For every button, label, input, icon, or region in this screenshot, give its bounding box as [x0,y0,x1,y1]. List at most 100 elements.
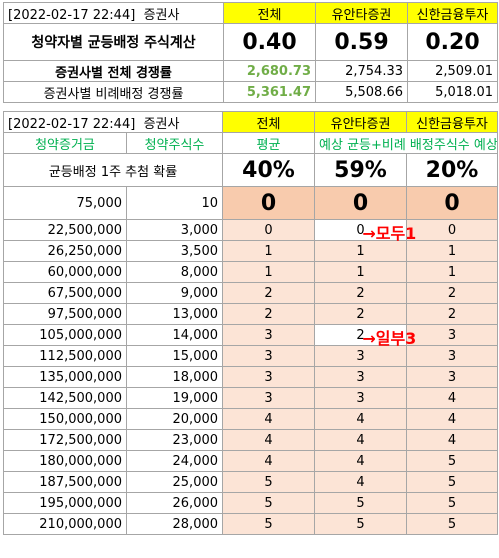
shares-cell: 26,000 [125,492,224,514]
value-shinhan: 1 [406,240,499,262]
shares-cell: 25,000 [125,471,224,493]
value-shinhan: 4 [406,408,499,430]
amount-cell: 135,000,000 [3,366,127,388]
value-yuanta: 0 [356,222,365,238]
allocation-table: [2022-02-17 22:44] 증권사 전체 유안타증권 신한금융투자 청… [2,111,499,535]
amount-cell: 67,500,000 [3,282,127,304]
summary-row-allocation: 청약자별 균등배정 주식계산 0.40 0.59 0.20 [3,23,498,61]
shares-cell: 19,000 [125,387,224,409]
table-row: 60,000,000 8,000 1 1 1 [3,261,499,283]
value-all: 4 [222,408,316,430]
amount-cell: 195,000,000 [3,492,127,514]
value-shinhan: 5 [406,450,499,472]
shares-cell: 3,500 [125,240,224,262]
amount-cell: 26,250,000 [3,240,127,262]
value-all: 2,680.73 [223,60,316,82]
table-row: 180,000,000 24,000 4 4 5 [3,450,499,472]
allocation-header-row: [2022-02-17 22:44] 증권사 전체 유안타증권 신한금융투자 [2,111,499,133]
header-datetime: [2022-02-17 22:44] [8,7,136,23]
value-yuanta-cell: 2 →일부3 [314,324,416,348]
value-shinhan: 3 [406,345,499,367]
col-yuanta-header: 유안타증권 [314,111,408,133]
value-all: 4 [222,429,316,451]
table-row: 172,500,000 23,000 4 4 4 [3,429,499,451]
amount-header: 청약증거금 [3,132,127,154]
amount-cell: 22,500,000 [3,219,127,241]
col-shinhan-header: 신한금융투자 [406,111,499,133]
col-all-header: 전체 [222,111,316,133]
value-shinhan: 0 [406,219,499,241]
value-shinhan: 2 [406,282,499,304]
amount-cell: 60,000,000 [3,261,127,283]
amount-cell: 187,500,000 [3,471,127,493]
avg-header: 평균 [222,132,316,154]
prob-all: 40% [222,153,316,187]
value-all: 5,361.47 [223,81,316,103]
value-yuanta: 3 [314,345,408,367]
header-datetime: [2022-02-17 22:44] [8,116,136,132]
shares-cell: 18,000 [125,366,224,388]
shares-cell: 20,000 [125,408,224,430]
value-shinhan: 5,018.01 [407,81,498,103]
value-shinhan: 3 [406,324,499,346]
value-all: 1 [222,261,316,283]
value-all: 0.40 [223,23,316,61]
value-all: 0 [222,219,316,241]
shares-cell: 9,000 [125,282,224,304]
probability-row: 균등배정 1주 추첨 확률 40% 59% 20% [2,153,499,187]
value-shinhan: 5 [406,513,499,535]
value-yuanta: 4 [314,471,408,493]
shares-cell: 15,000 [125,345,224,367]
value-all: 3 [222,324,316,346]
value-all: 3 [222,387,316,409]
value-yuanta: 0.59 [315,23,408,61]
amount-cell: 75,000 [3,186,127,220]
value-yuanta-cell: 0 →모두1 [314,219,416,243]
summary-row-competition: 증권사별 전체 경쟁률 2,680.73 2,754.33 2,509.01 [3,60,498,82]
amount-cell: 180,000,000 [3,450,127,472]
table-row: 75,000 10 0 0 0 [3,186,499,220]
value-yuanta: 4 [314,450,408,472]
value-all: 2 [222,303,316,325]
allocation-subheader-row: 청약증거금 청약주식수 평균 예상 균등+비례 배정주식수 예상 [3,132,499,154]
value-shinhan: 3 [406,366,499,388]
shares-cell: 14,000 [125,324,224,346]
value-shinhan: 0 [406,186,499,220]
value-yuanta: 5 [314,492,408,514]
amount-cell: 150,000,000 [3,408,127,430]
amount-cell: 97,500,000 [3,303,127,325]
value-all: 1 [222,240,316,262]
value-all: 5 [222,492,316,514]
annotation-all: →모두1 [362,224,417,243]
table-row: 195,000,000 26,000 5 5 5 [3,492,499,514]
shares-cell: 10 [125,186,224,220]
table-row: 210,000,000 28,000 5 5 5 [3,513,499,535]
table-row: 67,500,000 9,000 2 2 2 [3,282,499,304]
amount-cell: 112,500,000 [3,345,127,367]
value-all: 5 [222,513,316,535]
value-yuanta: 4 [314,429,408,451]
col-all-header: 전체 [223,2,316,24]
value-shinhan: 4 [406,429,499,451]
shares-cell: 13,000 [125,303,224,325]
value-shinhan: 4 [406,387,499,409]
summary-row-proportional: 증권사별 비례배정 경쟁률 5,361.47 5,508.66 5,018.01 [3,81,498,103]
header-label: 증권사 [143,116,180,132]
value-shinhan: 1 [406,261,499,283]
table-row: 135,000,000 18,000 3 3 3 [3,366,499,388]
header-label: 증권사 [143,7,180,23]
value-yuanta: 5,508.66 [315,81,408,103]
col-yuanta-header: 유안타증권 [315,2,408,24]
value-yuanta: 3 [314,366,408,388]
value-yuanta: 2,754.33 [315,60,408,82]
amount-cell: 172,500,000 [3,429,127,451]
table-row: 112,500,000 15,000 3 3 3 [3,345,499,367]
allocation-rows: 22,500,000 3,000 0 0 →모두1 0 26,250,000 3,500 1 1 1… [3,219,499,535]
value-yuanta: 1 [314,261,408,283]
row-label: 청약자별 균등배정 주식계산 [3,23,224,61]
table-row: 97,500,000 13,000 2 2 2 [3,303,499,325]
prob-yuanta: 59% [314,153,408,187]
value-shinhan: 5 [406,471,499,493]
amount-cell: 210,000,000 [3,513,127,535]
value-all: 3 [222,345,316,367]
